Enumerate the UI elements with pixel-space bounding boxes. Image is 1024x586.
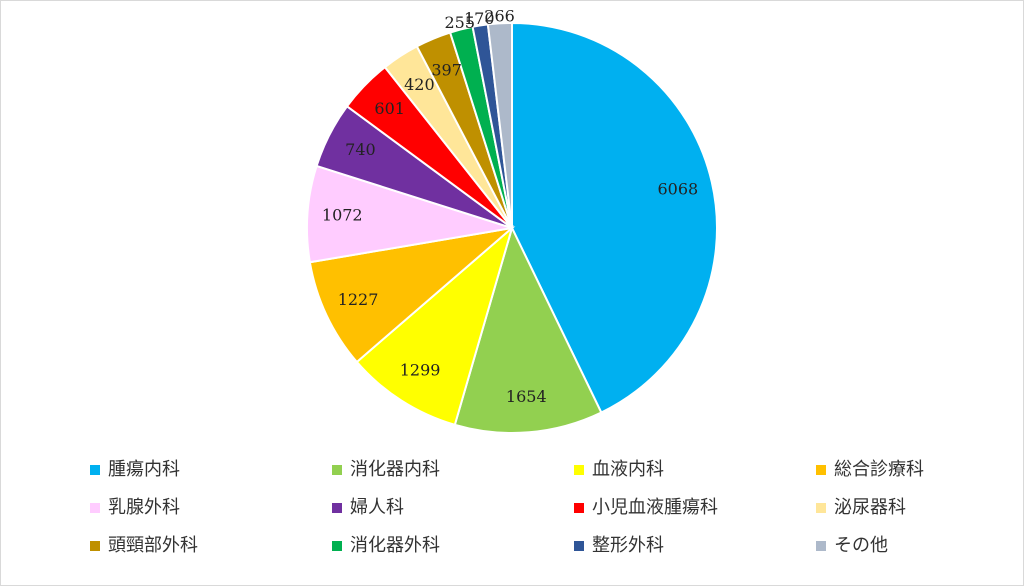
value-label: 1299 xyxy=(400,361,441,380)
legend-swatch xyxy=(574,541,584,551)
value-label: 170 xyxy=(464,9,495,28)
legend-label: 消化器外科 xyxy=(350,535,440,556)
legend-swatch xyxy=(332,465,342,475)
value-label: 740 xyxy=(345,140,376,159)
pie-slice xyxy=(355,225,514,427)
pie-slice xyxy=(306,164,513,264)
legend-label: 泌尿器科 xyxy=(834,497,906,518)
pie-slice xyxy=(453,225,603,434)
legend-label: 乳腺外科 xyxy=(108,497,180,518)
legend-label: 整形外科 xyxy=(592,535,664,556)
value-label: 420 xyxy=(404,75,435,94)
pie xyxy=(306,21,718,434)
value-label: 1227 xyxy=(338,290,379,309)
pie-slice xyxy=(308,226,516,364)
legend-label: 消化器内科 xyxy=(350,459,440,480)
value-label: 255 xyxy=(445,13,476,32)
legend-swatch xyxy=(332,503,342,513)
legend-label: その他 xyxy=(834,535,888,556)
legend-swatch xyxy=(816,503,826,513)
legend-label: 頭頸部外科 xyxy=(108,535,198,556)
value-label: 397 xyxy=(431,60,462,79)
value-label: 1654 xyxy=(506,387,547,406)
value-label: 1072 xyxy=(322,206,363,225)
legend-swatch xyxy=(90,541,100,551)
legend-label: 腫瘍内科 xyxy=(108,459,180,480)
legend-swatch xyxy=(90,465,100,475)
legend-swatch xyxy=(816,541,826,551)
legend-swatch xyxy=(574,465,584,475)
legend-label: 血液内科 xyxy=(592,459,664,480)
value-label: 6068 xyxy=(657,179,698,198)
legend-label: 婦人科 xyxy=(350,497,404,518)
legend-swatch xyxy=(574,503,584,513)
pie-slice xyxy=(511,21,718,414)
legend-swatch xyxy=(816,465,826,475)
legend-swatch xyxy=(90,503,100,513)
pie-slice xyxy=(486,21,513,229)
value-label: 266 xyxy=(484,7,515,26)
legend-label: 総合診療科 xyxy=(834,459,924,480)
value-label: 601 xyxy=(374,99,405,118)
legend-swatch xyxy=(332,541,342,551)
legend-label: 小児血液腫瘍科 xyxy=(592,497,718,518)
